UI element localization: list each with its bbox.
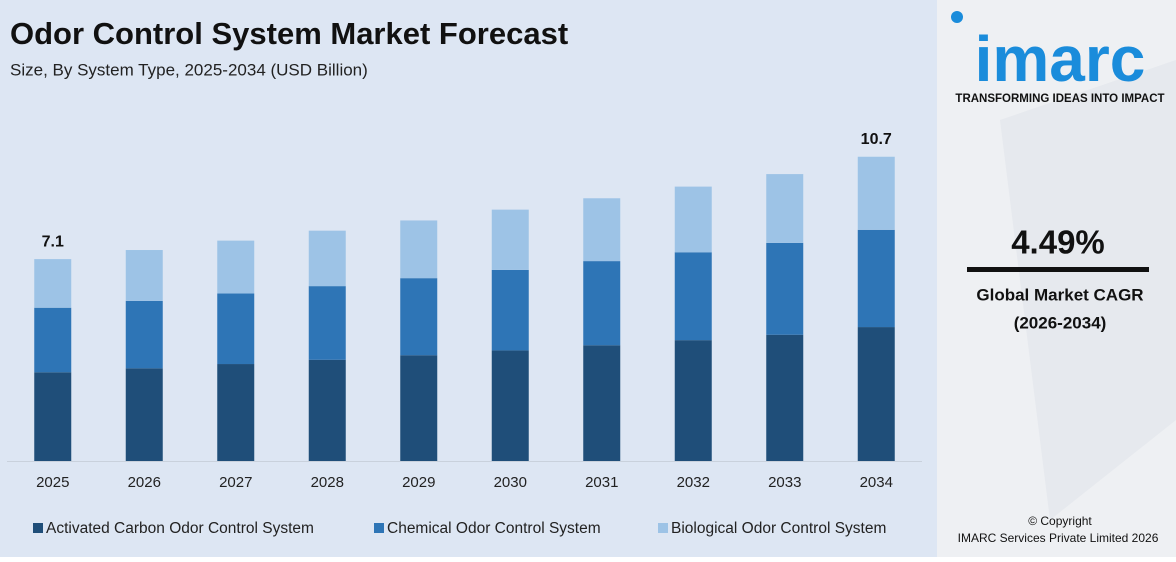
legend-swatch xyxy=(33,523,43,533)
chart-subtitle: Size, By System Type, 2025-2034 (USD Bil… xyxy=(10,60,368,79)
bar-segment xyxy=(400,355,438,461)
bar-segment xyxy=(34,372,72,461)
bar-segment xyxy=(34,259,72,308)
bar-segment xyxy=(217,293,255,365)
bar-segment xyxy=(217,364,255,461)
bar-segment xyxy=(766,242,804,335)
bar-segment xyxy=(34,307,72,373)
bar-segment xyxy=(857,156,895,230)
bar-segment xyxy=(583,198,621,262)
legend-label: Chemical Odor Control System xyxy=(387,520,601,537)
x-tick-label: 2025 xyxy=(36,474,69,491)
legend-label: Biological Odor Control System xyxy=(671,520,886,537)
bar-segment xyxy=(125,250,163,301)
cagr-value: 4.49% xyxy=(1011,224,1105,261)
legend-swatch xyxy=(658,523,668,533)
cagr-label: Global Market CAGR xyxy=(976,285,1143,304)
legend-swatch xyxy=(374,523,384,533)
total-label: 7.1 xyxy=(42,233,64,250)
bar-segment xyxy=(766,174,804,243)
bar-segment xyxy=(308,230,346,287)
cagr-rule xyxy=(967,267,1149,272)
bar-segment xyxy=(491,350,529,461)
bar-segment xyxy=(491,269,529,351)
sidebar-decoration xyxy=(1000,60,1176,520)
bar-segment xyxy=(583,345,621,461)
bar-segment xyxy=(857,327,895,461)
x-tick-label: 2031 xyxy=(585,474,618,491)
bar-segment xyxy=(217,240,255,294)
bar-segment xyxy=(400,220,438,279)
x-tick-label: 2030 xyxy=(494,474,527,491)
total-label: 10.7 xyxy=(861,131,892,148)
x-tick-label: 2028 xyxy=(311,474,344,491)
logo-dot xyxy=(951,11,963,23)
bar-segment xyxy=(674,340,712,461)
x-tick-label: 2033 xyxy=(768,474,801,491)
copyright: © Copyright xyxy=(1028,514,1092,528)
bar-segment xyxy=(491,209,529,270)
bar-segment xyxy=(125,300,163,369)
bar-segment xyxy=(857,229,895,328)
bar-segment xyxy=(583,261,621,346)
bar-segment xyxy=(308,286,346,360)
legend-label: Activated Carbon Odor Control System xyxy=(46,520,314,537)
bar-segment xyxy=(125,368,163,461)
x-tick-label: 2029 xyxy=(402,474,435,491)
bar-segment xyxy=(308,359,346,461)
company: IMARC Services Private Limited 2026 xyxy=(958,531,1159,545)
x-tick-label: 2032 xyxy=(677,474,710,491)
x-tick-label: 2034 xyxy=(860,474,893,491)
x-tick-label: 2026 xyxy=(128,474,161,491)
chart-title: Odor Control System Market Forecast xyxy=(10,16,568,51)
bar-segment xyxy=(766,334,804,461)
bar-segment xyxy=(400,278,438,356)
cagr-period: (2026-2034) xyxy=(1014,313,1107,332)
tagline: TRANSFORMING IDEAS INTO IMPACT xyxy=(955,93,1164,105)
logo: imarc xyxy=(975,23,1146,95)
x-tick-label: 2027 xyxy=(219,474,252,491)
bar-segment xyxy=(674,252,712,341)
bar-segment xyxy=(674,186,712,253)
